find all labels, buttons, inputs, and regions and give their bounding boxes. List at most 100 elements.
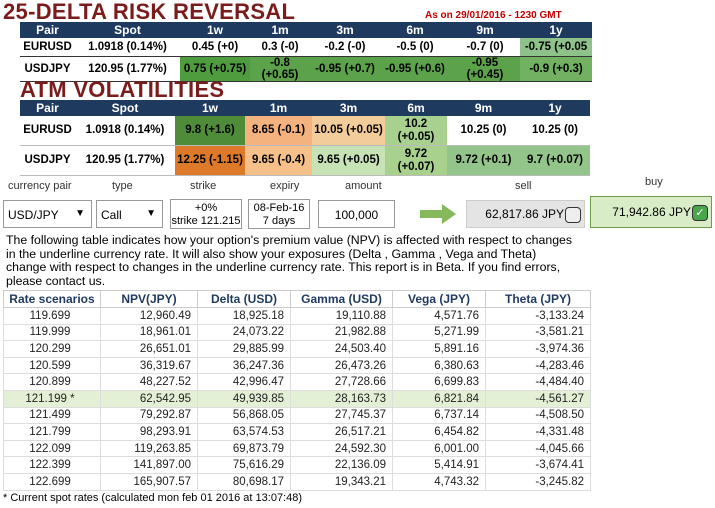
row: 122.699 165,907.57 80,698.17 19,343.21 4,743…	[3, 472, 591, 491]
cell: 19,343.21	[290, 472, 393, 491]
amount-input[interactable]: 100,000	[318, 200, 395, 228]
value: Call	[101, 208, 122, 222]
cell: 21,982.88	[290, 323, 393, 342]
header-cell: 1y	[520, 22, 592, 38]
cell: 6,737.14	[392, 406, 486, 425]
cell: 9.72 (+0.07)	[385, 145, 447, 176]
type-select[interactable]: Call ▼	[96, 200, 163, 228]
cell: 8.65 (-0.1)	[245, 116, 312, 146]
row: 120.299 26,651.01 29,885.99 24,503.40 5,891.…	[3, 340, 591, 358]
title: 25-DELTA RISK REVERSAL	[3, 0, 296, 24]
cell: 120.95 (1.77%)	[75, 145, 175, 176]
row: 119.699 12,960.49 18,925.18 19,110.88 4,571.…	[3, 307, 591, 325]
cell: 5,414.91	[392, 456, 486, 474]
header-cell: Pair	[20, 100, 75, 116]
cell: -4,508.50	[485, 406, 591, 425]
cell: -3,674.41	[485, 456, 591, 474]
sell-box[interactable]: 62,817.86 JPY	[466, 200, 585, 228]
cell: 4,743.32	[392, 472, 486, 491]
cell: 36,247.36	[197, 356, 291, 375]
form-label: currency pair	[8, 180, 72, 192]
cell: -4,045.66	[485, 439, 591, 458]
header-cell: Delta (USD)	[197, 290, 291, 308]
value: USD/JPY	[8, 208, 59, 222]
strike-change: +0%	[194, 202, 218, 214]
cell: 6,001.00	[392, 439, 486, 458]
buy-box[interactable]: 71,942.86 JPY ✓	[590, 196, 712, 228]
row: 119.999 18,961.01 24,073.22 21,982.88 5,271.…	[3, 323, 591, 342]
cell: 4,571.76	[392, 307, 486, 325]
cell: 119,263.85	[100, 439, 198, 458]
row: USDJPY 120.95 (1.77%) 12.25 (-1.15) 9.65 (-…	[20, 145, 590, 176]
cell: 120.299	[3, 340, 101, 358]
cell: 24,073.22	[197, 323, 291, 342]
description: The following table indicates how your o…	[6, 233, 573, 288]
header-cell: Pair	[20, 22, 75, 38]
form-label: type	[112, 180, 133, 192]
buy-checkbox[interactable]: ✓	[692, 205, 708, 221]
row: 121.199 * 62,542.95 49,939.85 28,163.73 6,82…	[3, 389, 591, 408]
cell: -0.95 (+0.45)	[450, 56, 520, 82]
cell: 27,728.66	[290, 373, 393, 391]
cell: 5,891.16	[392, 340, 486, 358]
cell: 10.05 (+0.05)	[312, 116, 385, 146]
row: 122.399 141,897.00 75,616.29 22,136.09 5,414…	[3, 456, 591, 474]
cell: -3,581.21	[485, 323, 591, 342]
cell: 26,473.26	[290, 356, 393, 375]
cell: EURUSD	[20, 38, 75, 57]
cell: 9.65 (+0.05)	[312, 145, 385, 176]
cell: 69,873.79	[197, 439, 291, 458]
expiry-box[interactable]: 08-Feb-16 7 days	[248, 199, 310, 229]
cell: -4,561.27	[485, 389, 591, 408]
cell: -0.2 (-0)	[310, 38, 380, 57]
header-cell: 1w	[175, 100, 245, 116]
cell: 121.799	[3, 423, 101, 441]
row: USDJPY 120.95 (1.77%) 0.75 (+0.75) -0.8 (+0…	[20, 56, 592, 82]
cell: 62,542.95	[100, 389, 198, 408]
cell: -0.5 (0)	[380, 38, 450, 57]
sell-checkbox[interactable]	[565, 207, 581, 223]
cell: 29,885.99	[197, 340, 291, 358]
cell: 63,574.53	[197, 423, 291, 441]
currency-select[interactable]: USD/JPY ▼	[3, 200, 92, 228]
cell: 27,745.37	[290, 406, 393, 425]
expiry-date: 08-Feb-16	[253, 202, 305, 214]
strike-box[interactable]: +0% strike 121.215	[170, 199, 242, 229]
cell: 121.199 *	[3, 389, 101, 408]
cell: 122.399	[3, 456, 101, 474]
cell: -4,283.46	[485, 356, 591, 375]
cell: -0.7 (0)	[450, 38, 520, 57]
cell: -0.9 (+0.3)	[520, 56, 592, 82]
header-cell: 9m	[447, 100, 520, 116]
cell: 141,897.00	[100, 456, 198, 474]
header-row: Pair Spot 1w 1m 3m 6m 9m 1y	[20, 100, 590, 116]
cell: 48,227.52	[100, 373, 198, 391]
cell: 49,939.85	[197, 389, 291, 408]
cell: -0.8 (+0.65)	[250, 56, 310, 82]
strike: strike 121.215	[171, 215, 241, 227]
cell: 10.25 (0)	[447, 116, 520, 146]
row: 121.799 98,293.91 63,574.53 26,517.21 6,454.…	[3, 423, 591, 441]
cell: 26,651.01	[100, 340, 198, 358]
header-cell: Spot	[75, 100, 175, 116]
cell: 1.0918 (0.14%)	[75, 38, 180, 57]
header-cell: 3m	[312, 100, 385, 116]
form-label: sell	[515, 180, 532, 192]
cell: 24,503.40	[290, 340, 393, 358]
row: EURUSD 1.0918 (0.14%) 9.8 (+1.6) 8.65 (-0.1…	[20, 116, 590, 146]
form-label: amount	[345, 180, 382, 192]
as-of: As on 29/01/2016 - 1230 GMT	[425, 10, 562, 21]
cell: 10.2 (+0.05)	[385, 116, 447, 146]
expiry-days: 7 days	[262, 215, 296, 227]
header-cell: Vega (JPY)	[392, 290, 486, 308]
form-label: buy	[645, 176, 663, 188]
cell: 6,380.63	[392, 356, 486, 375]
header-cell: 6m	[385, 100, 447, 116]
cell: 10.25 (0)	[520, 116, 590, 146]
cell: 18,925.18	[197, 307, 291, 325]
row: 120.899 48,227.52 42,996.47 27,728.66 6,699.…	[3, 373, 591, 391]
form-label: strike	[190, 180, 217, 192]
cell: -0.75 (+0.05	[520, 38, 592, 57]
form-label: expiry	[270, 180, 300, 192]
